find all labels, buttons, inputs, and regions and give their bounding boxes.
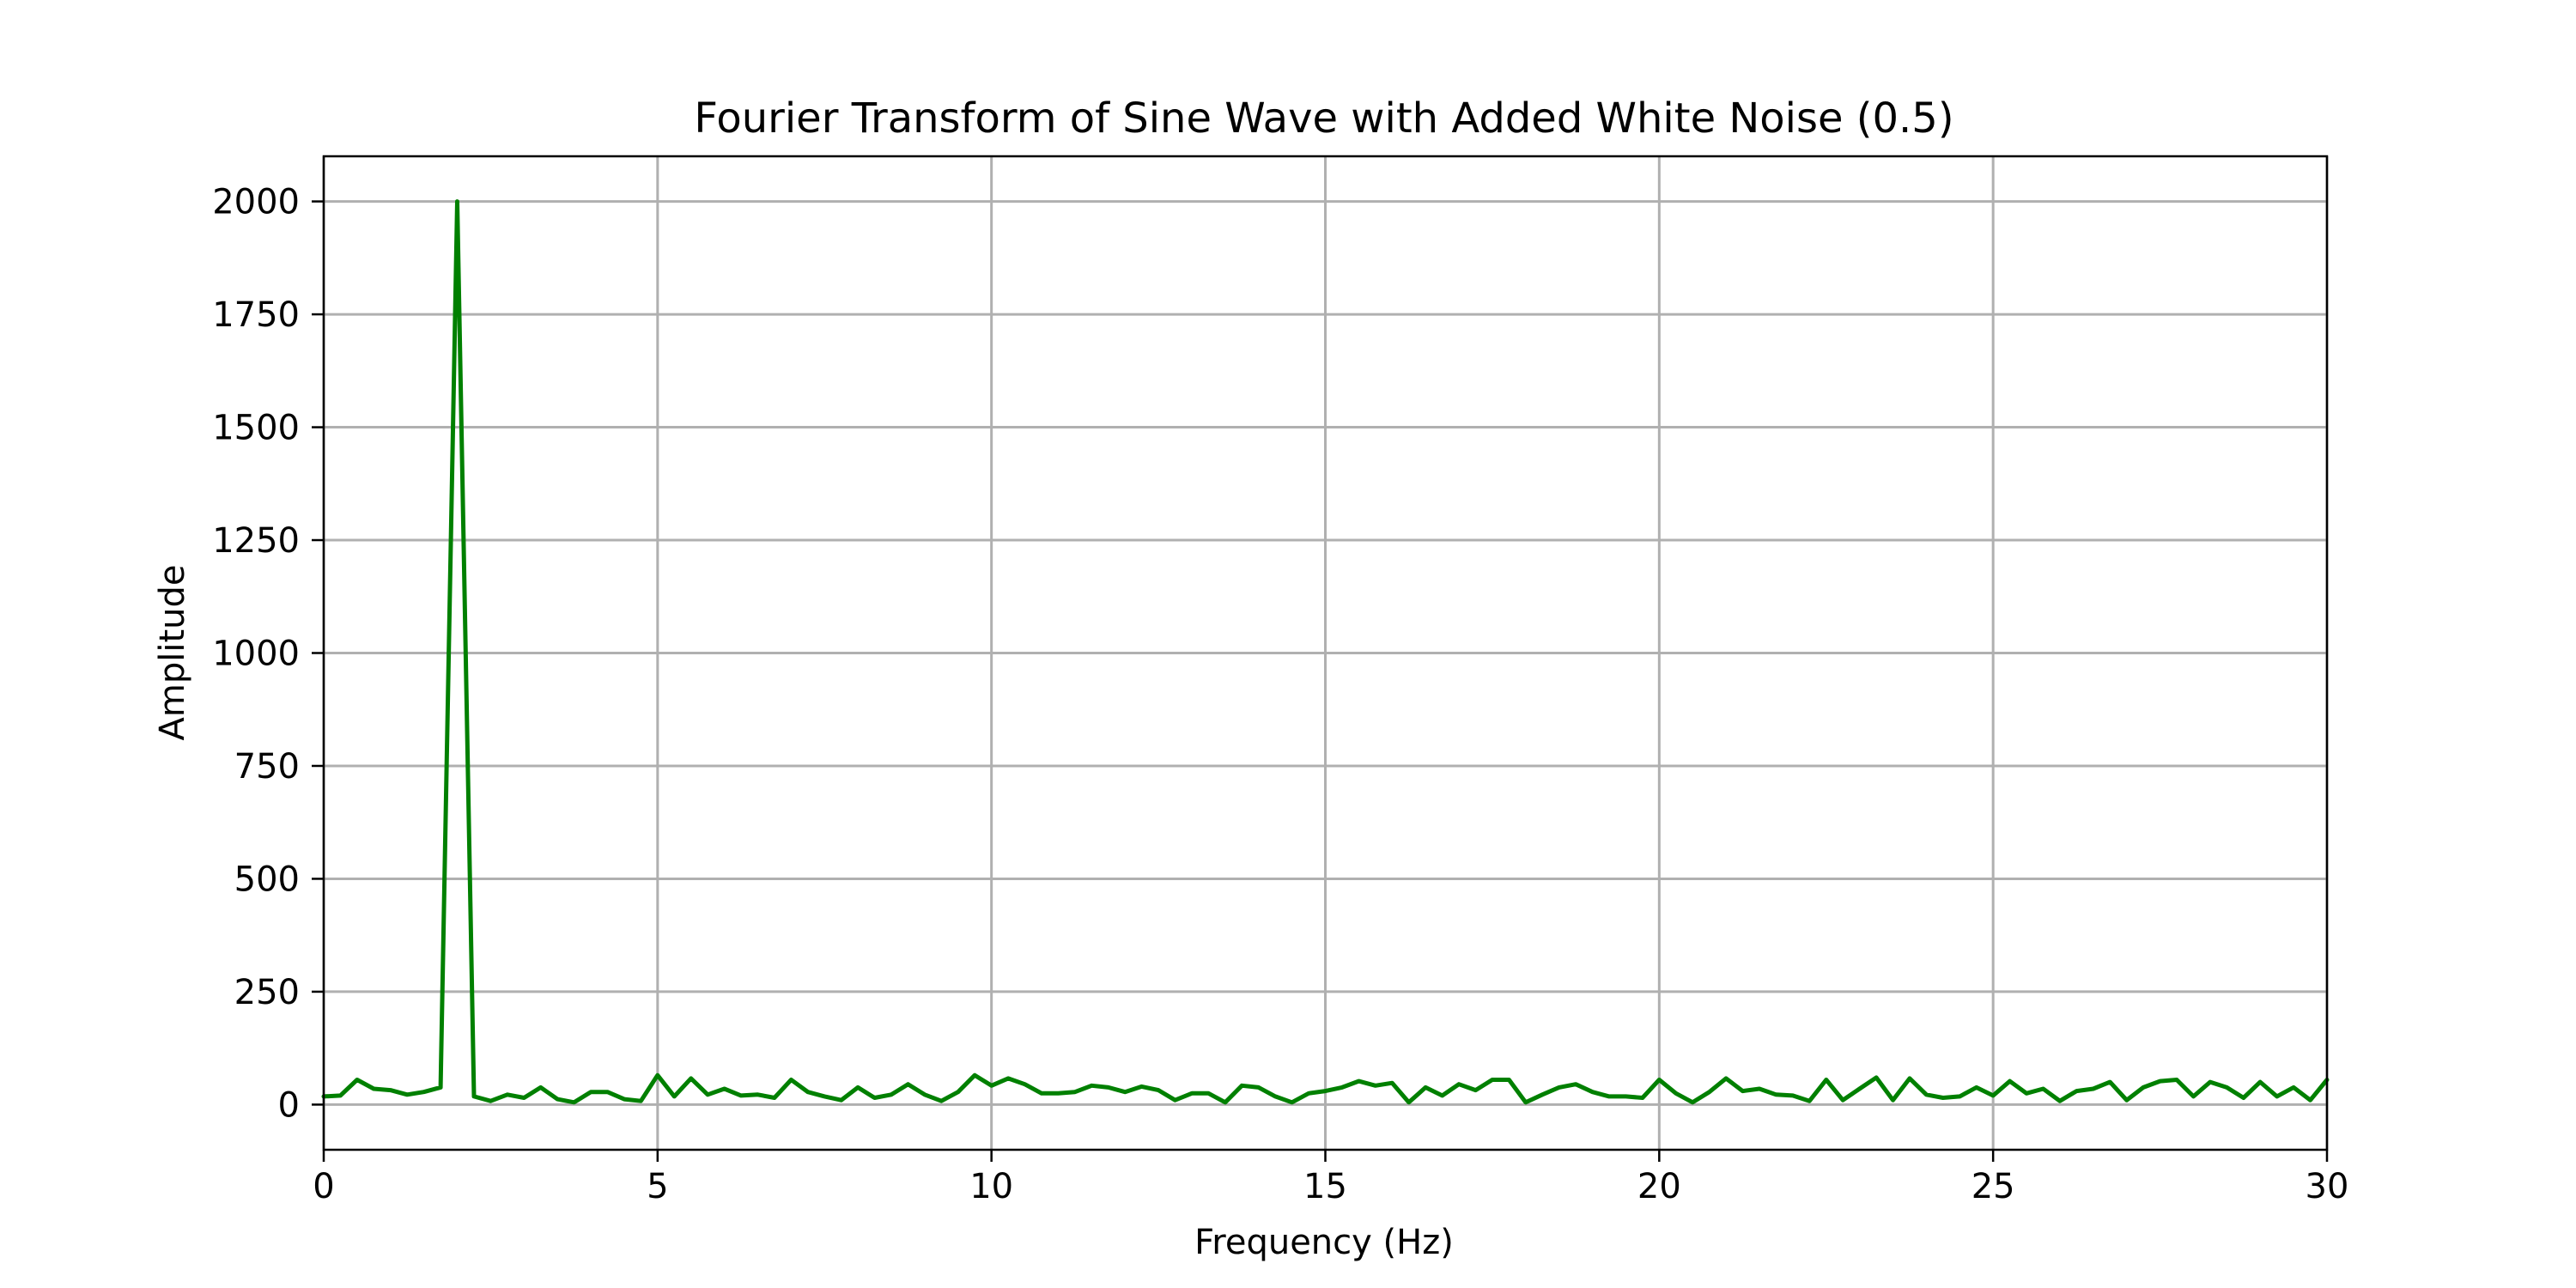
grid-lines [322, 156, 2329, 1150]
x-tick-label: 5 [647, 1167, 668, 1206]
x-axis-label: Frequency (Hz) [1194, 1223, 1454, 1262]
y-tick-label: 1250 [212, 521, 300, 561]
chart-title: Fourier Transform of Sine Wave with Adde… [694, 94, 1953, 143]
axis-ticks: 0 5 10 15 20 25 30 0 250 500 750 1000 1250 1500 1750 20… [212, 183, 2348, 1206]
x-tick-label: 20 [1637, 1167, 1681, 1206]
x-tick-label: 15 [1303, 1167, 1347, 1206]
x-tick-label: 30 [2306, 1167, 2349, 1206]
y-tick-label: 0 [278, 1085, 300, 1125]
y-axis-label: Amplitude [153, 565, 192, 741]
y-tick-label: 1500 [212, 409, 300, 448]
series-layer [321, 199, 2330, 1105]
y-tick-label: 1000 [212, 635, 300, 674]
y-tick-label: 2000 [212, 183, 300, 222]
amplitude-line [321, 199, 2330, 1105]
y-tick-label: 250 [234, 973, 300, 1012]
y-tick-label: 750 [234, 747, 300, 787]
x-tick-label: 10 [969, 1167, 1013, 1206]
x-tick-label: 0 [313, 1167, 334, 1206]
y-tick-label: 500 [234, 860, 300, 899]
y-tick-label: 1750 [212, 295, 300, 335]
x-tick-label: 25 [1971, 1167, 2015, 1206]
